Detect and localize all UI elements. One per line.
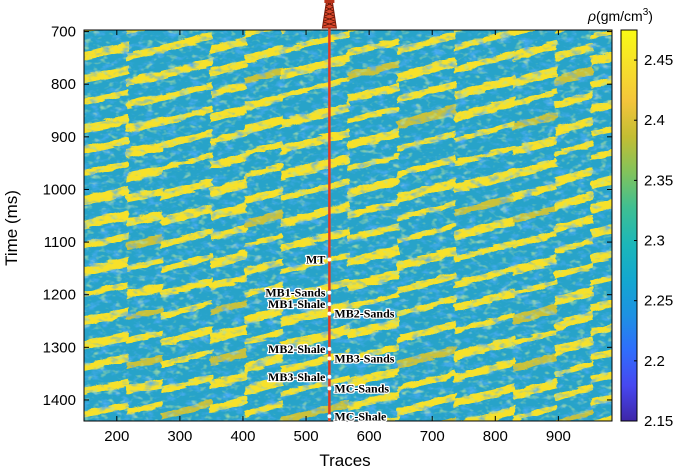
density-layer — [245, 0, 283, 16]
colorbar-tick-label: 2.3 — [644, 233, 665, 250]
y-axis-label: Time (ms) — [2, 190, 21, 266]
y-tick-label: 700 — [51, 24, 76, 41]
colorbar-tick-label: 2.15 — [644, 413, 673, 430]
colorbar-label-symbol: ρ — [587, 8, 596, 24]
density-layer — [74, 0, 128, 14]
colorbar: 2.15 2.2 2.25 2.3 2.35 2.4 2.45 ρ(gm/cm3) — [587, 7, 673, 430]
density-layer — [348, 0, 400, 10]
colorbar-tick-label: 2.25 — [644, 293, 673, 310]
heatmap-panel — [74, 0, 651, 451]
x-axis: 200 300 400 500 600 700 800 900 — [104, 30, 571, 445]
density-layer — [513, 0, 557, 10]
density-layer — [280, 30, 293, 34]
density-layer — [281, 0, 350, 9]
formation-marker — [327, 346, 332, 351]
density-layer — [161, 0, 213, 2]
oil-derrick-icon — [321, 0, 337, 29]
formation-label: MC-Shale — [334, 409, 387, 423]
formation-marker — [327, 386, 332, 391]
formation-label: MB1-Shale — [268, 297, 326, 311]
density-layer — [126, 427, 162, 443]
formation-label: MT — [306, 252, 325, 266]
formation-marker — [327, 290, 332, 295]
colorbar-tick-label: 2.45 — [644, 52, 673, 69]
y-tick-label: 1300 — [43, 339, 76, 356]
formation-marker — [327, 374, 332, 379]
formation-label: MB1-Sands — [265, 286, 325, 300]
density-layer — [454, 0, 515, 9]
y-axis: 700 800 900 1000 1100 1200 1300 1400 — [43, 24, 612, 409]
density-layer — [210, 0, 246, 6]
x-tick-label: 300 — [167, 428, 192, 445]
x-axis-label: Traces — [319, 451, 370, 470]
colorbar-tick-label: 2.4 — [644, 112, 665, 129]
formation-marker — [327, 257, 332, 262]
density-layer — [591, 430, 651, 451]
colorbar-label-close: ) — [648, 8, 653, 24]
x-tick-label: 900 — [546, 428, 571, 445]
colorbar-tick-label: 2.35 — [644, 172, 673, 189]
colorbar-tick-label: 2.2 — [644, 353, 665, 370]
colorbar-ticks: 2.15 2.2 2.25 2.3 2.35 2.4 2.45 — [634, 52, 673, 430]
colorbar-label-unit: (gm/cm — [596, 8, 643, 24]
y-tick-label: 1400 — [43, 392, 76, 409]
formation-marker — [327, 356, 332, 361]
x-tick-label: 700 — [420, 428, 445, 445]
y-tick-label: 800 — [51, 76, 76, 93]
formation-marker — [327, 311, 332, 316]
y-tick-label: 1100 — [44, 234, 76, 251]
formation-label: MB2-Shale — [268, 342, 326, 356]
formation-label: MB3-Sands — [334, 351, 394, 365]
x-tick-label: 200 — [104, 428, 129, 445]
density-layer — [161, 7, 213, 29]
colorbar-label: ρ(gm/cm3) — [587, 7, 653, 24]
colorbar-label-exponent: 3 — [643, 7, 649, 18]
heatmap-speckle — [84, 30, 612, 421]
plot-frame — [83, 29, 613, 422]
density-layer — [397, 0, 456, 5]
y-tick-label: 900 — [51, 129, 76, 146]
formation-marker — [327, 414, 332, 419]
x-tick-label: 400 — [230, 428, 255, 445]
x-tick-label: 800 — [483, 428, 508, 445]
x-tick-label: 500 — [294, 428, 319, 445]
density-layer — [397, 6, 456, 28]
density-layer — [126, 0, 162, 10]
colorbar-strip — [620, 29, 638, 422]
formation-label: MB2-Sands — [334, 307, 394, 321]
density-layer — [210, 12, 246, 30]
y-tick-label: 1000 — [43, 181, 76, 198]
formation-label: MC-Sands — [334, 381, 389, 395]
density-layer — [454, 30, 462, 32]
formation-marker — [327, 302, 332, 307]
formation-label: MB3-Shale — [268, 370, 326, 384]
x-tick-label: 600 — [357, 428, 382, 445]
y-tick-label: 1200 — [43, 287, 76, 304]
